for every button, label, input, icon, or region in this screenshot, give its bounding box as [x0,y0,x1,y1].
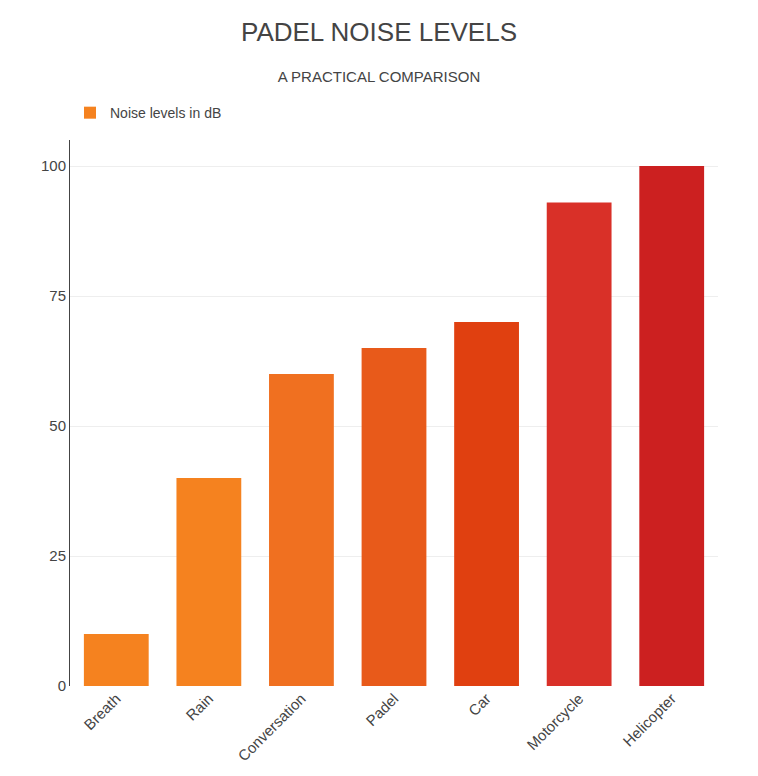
svg-text:Padel: Padel [362,690,401,729]
svg-text:100: 100 [41,157,66,174]
svg-text:Car: Car [465,690,494,719]
svg-text:50: 50 [49,417,66,434]
svg-text:Breath: Breath [80,690,123,733]
svg-text:PADEL NOISE LEVELS: PADEL NOISE LEVELS [241,17,517,47]
svg-text:25: 25 [49,547,66,564]
svg-text:Noise levels in dB: Noise levels in dB [110,105,221,121]
svg-text:Motorcycle: Motorcycle [523,690,586,753]
svg-text:A PRACTICAL COMPARISON: A PRACTICAL COMPARISON [278,68,481,85]
svg-text:75: 75 [49,287,66,304]
svg-text:0: 0 [58,677,66,694]
svg-text:Conversation: Conversation [234,690,309,765]
svg-text:Helicopter: Helicopter [619,690,679,750]
svg-text:Rain: Rain [182,690,216,724]
